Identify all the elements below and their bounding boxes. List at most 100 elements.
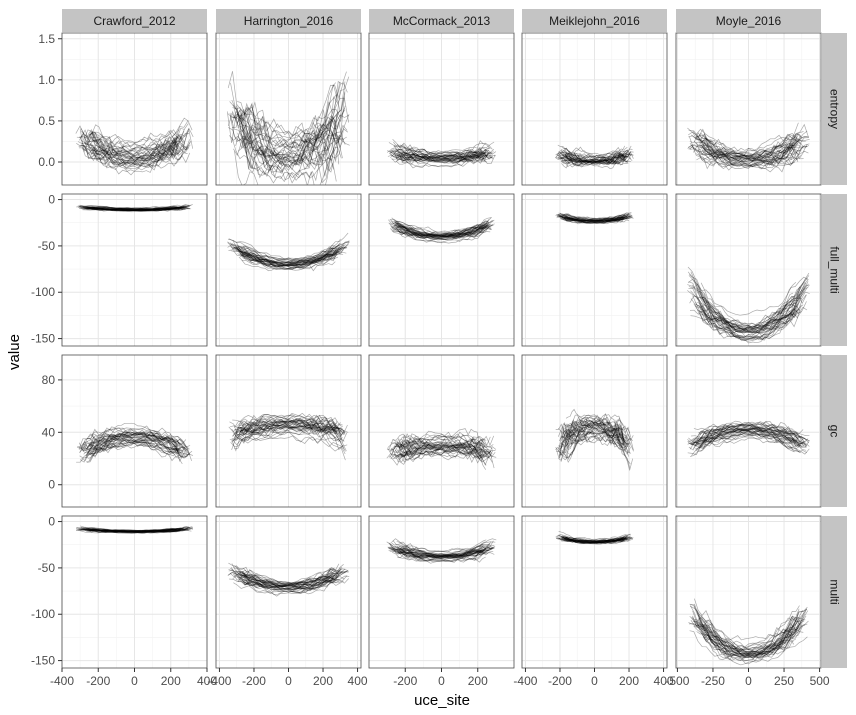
trace-line xyxy=(242,136,336,177)
panel-border xyxy=(61,193,208,347)
trace-line xyxy=(565,216,624,222)
trace-line xyxy=(689,429,808,450)
trace-line xyxy=(230,567,347,594)
row-strip-label: entropy xyxy=(828,89,842,129)
trace-line xyxy=(696,296,801,328)
trace-line xyxy=(91,139,178,158)
trace-line xyxy=(228,562,349,588)
trace-line xyxy=(239,425,338,437)
trace-line xyxy=(391,226,492,239)
trace-line xyxy=(80,528,189,533)
trace-line xyxy=(84,526,185,532)
trace-line xyxy=(701,305,795,330)
trace-line xyxy=(561,421,628,441)
trace-line xyxy=(695,141,802,167)
y-tick-label: 0.0 xyxy=(38,155,55,169)
trace-line xyxy=(91,129,178,149)
x-tick-label: 250 xyxy=(774,674,794,688)
trace-line xyxy=(564,154,625,166)
trace-line xyxy=(689,306,808,331)
trace-line xyxy=(697,301,801,333)
trace-line xyxy=(560,537,629,543)
trace-line xyxy=(81,205,188,210)
trace-line xyxy=(232,575,345,591)
trace-line xyxy=(697,427,800,448)
trace-line xyxy=(231,134,346,169)
trace-line xyxy=(228,572,349,594)
trace-line xyxy=(564,217,625,222)
trace-line xyxy=(559,430,630,452)
trace-line xyxy=(556,432,634,471)
trace-line xyxy=(234,114,343,168)
x-tick-label: 400 xyxy=(654,674,674,688)
trace-line xyxy=(91,432,178,446)
trace-line xyxy=(696,427,801,450)
trace-line xyxy=(703,432,794,449)
trace-line xyxy=(397,552,486,563)
trace-line xyxy=(565,422,625,445)
panel-border xyxy=(675,354,822,508)
trace-line xyxy=(394,220,489,236)
row-strip-multi xyxy=(822,516,847,668)
trace-line xyxy=(399,548,484,559)
trace-line xyxy=(699,140,798,162)
trace-line xyxy=(564,214,625,222)
trace-line xyxy=(692,620,805,654)
y-tick-label: 0.5 xyxy=(38,114,55,128)
x-axis-label: uce_site xyxy=(414,692,470,709)
trace-line xyxy=(82,205,187,211)
trace-line xyxy=(230,71,347,147)
trace-group xyxy=(687,266,810,344)
trace-line xyxy=(561,538,628,542)
trace-line xyxy=(555,426,634,457)
trace-line xyxy=(395,149,488,163)
x-tick-label: -200 xyxy=(242,674,266,688)
trace-line xyxy=(395,223,488,238)
trace-line xyxy=(698,139,799,162)
y-tick-label: -100 xyxy=(31,607,55,621)
trace-line xyxy=(400,152,482,163)
trace-line xyxy=(78,526,191,533)
trace-line xyxy=(400,148,483,161)
panel-border xyxy=(521,32,668,186)
trace-line xyxy=(399,544,484,556)
trace-line xyxy=(696,154,801,173)
trace-line xyxy=(565,537,624,542)
trace-line xyxy=(233,564,344,592)
trace-line xyxy=(237,414,340,432)
trace-line xyxy=(398,231,485,243)
trace-line xyxy=(560,158,629,167)
trace-line xyxy=(85,134,184,176)
trace-line xyxy=(89,431,180,450)
column-strip-label: Crawford_2012 xyxy=(93,14,175,28)
x-tick-label: 200 xyxy=(468,674,488,688)
trace-line xyxy=(86,440,183,463)
trace-line xyxy=(400,151,483,162)
trace-line xyxy=(237,124,340,170)
trace-line xyxy=(395,446,488,462)
trace-line xyxy=(79,430,190,455)
trace-line xyxy=(390,443,493,463)
trace-line xyxy=(87,137,182,162)
trace-line xyxy=(395,435,488,457)
trace-line xyxy=(228,232,349,270)
trace-line xyxy=(81,133,188,157)
trace-line xyxy=(231,99,346,153)
trace-line xyxy=(556,153,633,164)
trace-line xyxy=(241,124,335,164)
trace-line xyxy=(688,620,809,653)
trace-line xyxy=(78,142,191,169)
trace-line xyxy=(691,433,806,456)
trace-line xyxy=(399,224,484,238)
trace-line xyxy=(236,244,341,264)
trace-line xyxy=(558,151,632,165)
trace-line xyxy=(231,81,346,160)
trace-line xyxy=(702,636,795,665)
trace-line xyxy=(231,425,346,452)
trace-line xyxy=(702,624,795,657)
trace-line xyxy=(391,226,492,240)
trace-line xyxy=(85,441,184,459)
trace-line xyxy=(234,429,344,452)
trace-line xyxy=(81,144,188,166)
trace-line xyxy=(693,303,804,341)
